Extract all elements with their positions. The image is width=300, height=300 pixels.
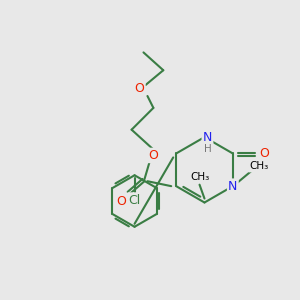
Text: H: H: [204, 144, 211, 154]
Text: CH₃: CH₃: [249, 161, 268, 171]
Text: O: O: [117, 194, 127, 208]
Text: CH₃: CH₃: [190, 172, 209, 182]
Text: N: N: [228, 180, 238, 193]
Text: Cl: Cl: [128, 194, 141, 206]
Text: O: O: [135, 82, 145, 94]
Text: O: O: [148, 149, 158, 162]
Text: N: N: [203, 130, 212, 144]
Text: O: O: [260, 147, 269, 160]
